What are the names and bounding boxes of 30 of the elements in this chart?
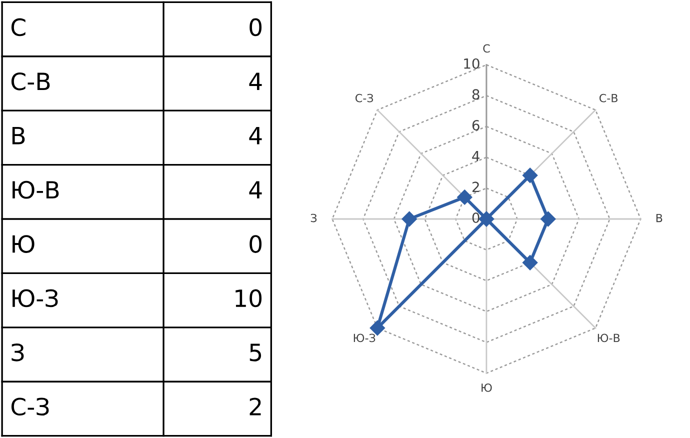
- data-label: 0: [250, 235, 262, 253]
- data-label: 4: [249, 126, 262, 144]
- y-tick-label: 6: [472, 120, 480, 131]
- category-label: С-В: [11, 72, 50, 90]
- spoke-label: С-В: [600, 94, 618, 102]
- spoke-label: З: [310, 214, 317, 222]
- data-label: 10: [236, 289, 262, 308]
- y-tick-label: 4: [472, 151, 480, 162]
- category-label: С-З: [11, 398, 49, 416]
- data-label: 5: [250, 344, 262, 362]
- category-label: В: [12, 126, 25, 144]
- data-label: 0: [250, 18, 262, 36]
- data-label: 4: [249, 181, 262, 198]
- y-tick-label: 2: [472, 182, 479, 192]
- category-label: Ю: [12, 235, 34, 253]
- spoke-label: Ю-В: [598, 334, 620, 342]
- data-label: 2: [250, 398, 261, 416]
- y-tick-label: 10: [464, 58, 480, 69]
- category-label: З: [12, 344, 24, 362]
- spoke-label: Ю: [482, 383, 492, 392]
- category-label: Ю-З: [12, 289, 58, 308]
- spoke-label: В: [656, 214, 662, 222]
- y-tick-label: 0: [472, 212, 480, 224]
- data-label: 4: [249, 72, 262, 90]
- spoke-label: С-З: [356, 94, 374, 102]
- spoke-label: Ю-З: [354, 334, 376, 342]
- y-tick-label: 8: [472, 89, 480, 100]
- spoke-label: С: [483, 44, 490, 53]
- category-label: Ю-В: [12, 180, 59, 199]
- category-label: С: [11, 18, 26, 36]
